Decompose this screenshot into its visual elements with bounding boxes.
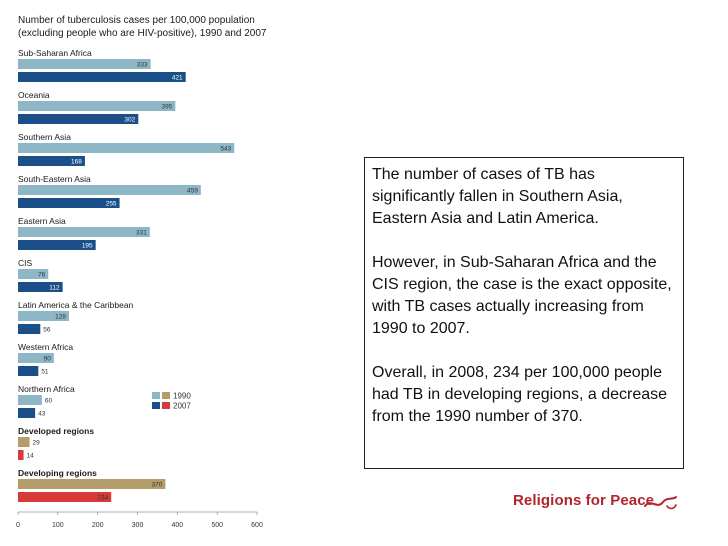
bar-latin-america-and-the-caribbean-1990 [18, 311, 69, 321]
category-label-oceania: Oceania [18, 90, 50, 100]
data-label-oceania-2007: 302 [124, 117, 135, 124]
chart-title: Number of tuberculosis cases per 100,000… [18, 15, 267, 39]
data-label-developing-regions-2007: 234 [97, 495, 108, 502]
data-label-cis-1990: 76 [38, 272, 46, 279]
bar-chart: Sub-Saharan Africa 333 421 Oceania 395 302 Sou… [16, 48, 263, 529]
bar-oceania-1990 [18, 101, 176, 111]
category-label-developed-regions: Developed regions [18, 426, 94, 436]
data-label-oceania-1990: 395 [161, 104, 172, 111]
x-tick-label-100: 100 [52, 522, 64, 529]
bar-southern-asia-2007 [18, 156, 85, 166]
x-tick-label-200: 200 [92, 522, 104, 529]
data-label-southern-asia-1990: 543 [220, 146, 231, 153]
x-tick-label-600: 600 [251, 522, 263, 529]
note-paragraph-1: The number of cases of TB has significan… [372, 166, 623, 227]
data-label-northern-africa-2007: 43 [38, 411, 46, 418]
category-label-eastern-asia: Eastern Asia [18, 216, 66, 226]
bar-cis-2007 [18, 282, 63, 292]
bar-oceania-2007 [18, 114, 139, 124]
note-box: The number of cases of TB has significan… [364, 157, 684, 469]
bar-developed-regions-1990 [18, 437, 30, 447]
bar-sub-saharan-africa-1990 [18, 59, 151, 69]
data-label-sub-saharan-africa-1990: 333 [137, 62, 148, 69]
legend-label-1990: 1990 [173, 392, 191, 401]
category-label-western-africa: Western Africa [18, 342, 73, 352]
data-label-latin-america-and-the-caribbean-1990: 128 [55, 314, 66, 321]
data-label-southern-asia-2007: 168 [71, 159, 82, 166]
data-label-northern-africa-1990: 60 [45, 398, 53, 405]
bar-south-eastern-asia-1990 [18, 185, 201, 195]
data-label-western-africa-1990: 90 [44, 356, 52, 363]
bar-developing-regions-1990 [18, 479, 166, 489]
data-label-developed-regions-1990: 29 [33, 440, 41, 447]
bar-western-africa-1990 [18, 353, 54, 363]
bar-latin-america-and-the-caribbean-2007 [18, 324, 41, 334]
data-label-south-eastern-asia-1990: 459 [187, 188, 198, 195]
bar-cis-1990 [18, 269, 49, 279]
note-paragraph-3: Overall, in 2008, 234 per 100,000 people… [372, 364, 668, 425]
bar-developed-regions-2007 [18, 450, 24, 460]
bar-northern-africa-1990 [18, 395, 42, 405]
bar-northern-africa-2007 [18, 408, 36, 418]
data-label-eastern-asia-1990: 331 [136, 230, 147, 237]
legend-swatch-aggregate-2007 [162, 402, 170, 409]
bar-developing-regions-2007 [18, 492, 112, 502]
x-tick-label-400: 400 [171, 522, 183, 529]
data-label-developing-regions-1990: 370 [152, 482, 163, 489]
legend-swatch-aggregate-1990 [162, 392, 170, 399]
legend-swatch-regional-2007 [152, 402, 160, 409]
x-tick-label-300: 300 [132, 522, 144, 529]
data-label-developed-regions-2007: 14 [27, 453, 35, 460]
legend-label-2007: 2007 [173, 402, 191, 411]
bar-eastern-asia-2007 [18, 240, 96, 250]
category-label-cis: CIS [18, 258, 33, 268]
data-label-cis-2007: 112 [49, 285, 60, 292]
note-paragraph-2: However, in Sub-Saharan Africa and the C… [372, 254, 672, 337]
bar-southern-asia-1990 [18, 143, 235, 153]
data-label-south-eastern-asia-2007: 255 [106, 201, 117, 208]
category-label-latin-america-and-the-caribbean: Latin America & the Caribbean [18, 300, 134, 310]
bar-sub-saharan-africa-2007 [18, 72, 186, 82]
category-label-southern-asia: Southern Asia [18, 132, 71, 142]
data-label-western-africa-2007: 51 [41, 369, 49, 376]
category-label-south-eastern-asia: South-Eastern Asia [18, 174, 91, 184]
category-label-developing-regions: Developing regions [18, 468, 97, 478]
religions-for-peace-logo-text: Religions for Peace [513, 492, 655, 509]
bar-south-eastern-asia-2007 [18, 198, 120, 208]
category-label-sub-saharan-africa: Sub-Saharan Africa [18, 48, 92, 58]
chart-area: Number of tuberculosis cases per 100,000… [0, 0, 300, 546]
x-tick-label-0: 0 [16, 522, 20, 529]
bar-eastern-asia-1990 [18, 227, 150, 237]
dove-swirl-icon [644, 496, 677, 510]
x-tick-label-500: 500 [211, 522, 223, 529]
bar-western-africa-2007 [18, 366, 39, 376]
data-label-eastern-asia-2007: 195 [82, 243, 93, 250]
data-label-latin-america-and-the-caribbean-2007: 56 [43, 327, 51, 334]
data-label-sub-saharan-africa-2007: 421 [172, 75, 183, 82]
legend-swatch-regional-1990 [152, 392, 160, 399]
category-label-northern-africa: Northern Africa [18, 384, 75, 394]
